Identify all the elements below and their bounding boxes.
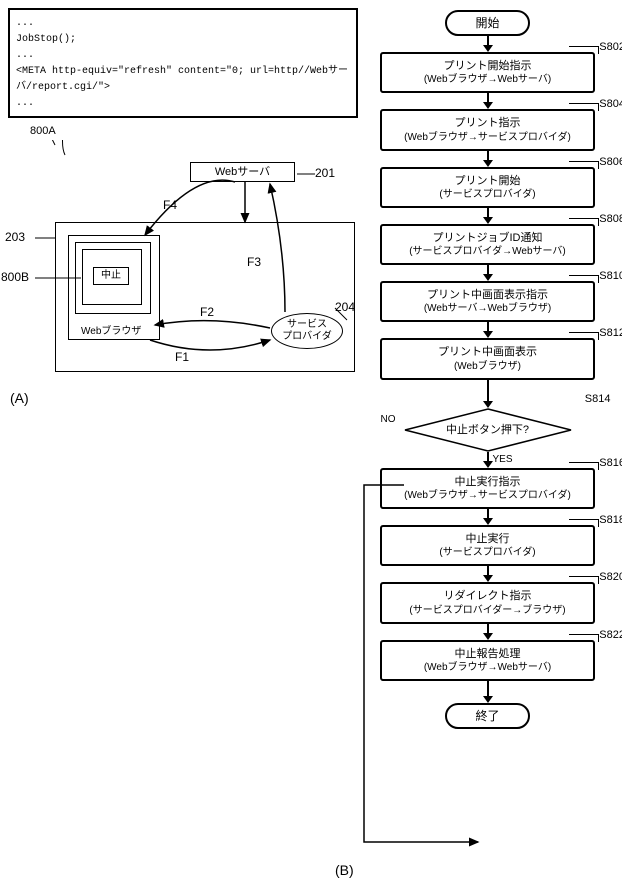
flow-step: S810 プリント中画面表示指示 (Webサーバ→Webブラウザ)	[380, 281, 595, 322]
browser-label: Webブラウザ	[81, 322, 141, 337]
flow-step: S812 プリント中画面表示 (Webブラウザ)	[380, 338, 595, 379]
flow-f3: F3	[247, 255, 261, 269]
code-line: JobStop();	[16, 32, 350, 48]
flow-step: S820 リダイレクト指示 (サービスプロバイダー→ブラウザ)	[380, 582, 595, 623]
flow-f1: F1	[175, 350, 189, 364]
step-title: 中止報告処理	[386, 647, 589, 661]
step-sub: (Webブラウザ→サービスプロバイダ)	[386, 131, 589, 144]
flow-f2: F2	[200, 305, 214, 319]
stop-button[interactable]: 中止	[93, 267, 129, 285]
step-id: S818	[599, 513, 622, 527]
flow-step: S802 プリント開始指示 (Webブラウザ→Webサーバ)	[380, 52, 595, 93]
web-server-box: Webサーバ	[190, 162, 295, 182]
step-title: 中止実行指示	[386, 475, 589, 489]
flow-f4: F4	[163, 198, 177, 212]
web-server-label: Webサーバ	[215, 166, 270, 178]
step-id: S806	[599, 155, 622, 169]
code-line: ...	[16, 96, 350, 112]
step-id: S820	[599, 570, 622, 584]
step-sub: (Webサーバ→Webブラウザ)	[386, 302, 589, 315]
step-sub: (サービスプロバイダ)	[386, 188, 589, 201]
step-id: S812	[599, 326, 622, 340]
stop-button-label: 中止	[101, 270, 121, 281]
step-title: リダイレクト指示	[386, 589, 589, 603]
step-title: プリント指示	[386, 116, 589, 130]
code-line: ...	[16, 48, 350, 64]
step-sub: (サービスプロバイダ)	[386, 546, 589, 559]
step-title: プリントジョブID通知	[386, 231, 589, 245]
code-line: <META http-equiv="refresh" content="0; u…	[16, 64, 350, 96]
browser-inner2: 中止	[82, 249, 142, 305]
decision-id: S814	[585, 393, 611, 405]
decision-yes: YES	[493, 454, 513, 465]
step-title: プリント中画面表示指示	[386, 288, 589, 302]
flow-start: 開始	[445, 10, 530, 36]
browser-box: 中止 Webブラウザ	[68, 235, 160, 340]
step-sub: (Webブラウザ)	[386, 360, 589, 373]
step-id: S810	[599, 269, 622, 283]
section-a-label: (A)	[10, 390, 29, 406]
step-id: S804	[599, 97, 622, 111]
step-sub: (Webブラウザ→サービスプロバイダ)	[386, 489, 589, 502]
step-title: プリント開始	[386, 174, 589, 188]
flow-step: S808 プリントジョブID通知 (サービスプロバイダ→Webサーバ)	[380, 224, 595, 265]
web-server-ref: 201	[315, 166, 335, 180]
outer-ref: 203	[5, 230, 25, 244]
flow-step: S816 中止実行指示 (Webブラウザ→サービスプロバイダ)	[380, 468, 595, 509]
step-sub: (サービスプロバイダ→Webサーバ)	[386, 245, 589, 258]
browser-inner: 中止	[75, 242, 151, 314]
code-ref-label: 800A	[30, 125, 56, 137]
step-id: S808	[599, 212, 622, 226]
step-title: 中止実行	[386, 532, 589, 546]
stop-ref: 800B	[1, 270, 29, 284]
flow-decision: 中止ボタン押下? S814 YES NO	[403, 408, 573, 452]
step-sub: (サービスプロバイダー→ブラウザ)	[386, 604, 589, 617]
code-line: ...	[16, 16, 350, 32]
sp-label-line2: プロバイダ	[282, 331, 332, 342]
device-outer-box: 中止 Webブラウザ サービス プロバイダ	[55, 222, 355, 372]
diagram-a: Webサーバ 201 中止 Webブラウザ サービス プロバイダ 203 800…	[35, 140, 375, 400]
step-sub: (Webブラウザ→Webサーバ)	[386, 661, 589, 674]
flow-step: S822 中止報告処理 (Webブラウザ→Webサーバ)	[380, 640, 595, 681]
step-title: プリント開始指示	[386, 59, 589, 73]
step-id: S822	[599, 628, 622, 642]
step-id: S816	[599, 456, 622, 470]
flow-step: S806 プリント開始 (サービスプロバイダ)	[380, 167, 595, 208]
decision-no: NO	[381, 414, 396, 425]
code-snippet-box: ... JobStop(); ... <META http-equiv="ref…	[8, 8, 358, 118]
flow-step: S818 中止実行 (サービスプロバイダ)	[380, 525, 595, 566]
step-sub: (Webブラウザ→Webサーバ)	[386, 73, 589, 86]
flow-end: 終了	[445, 703, 530, 729]
section-b-label: (B)	[335, 862, 354, 878]
sp-ref: 204	[335, 300, 355, 314]
sp-label-line1: サービス	[287, 319, 327, 330]
flow-step: S804 プリント指示 (Webブラウザ→サービスプロバイダ)	[380, 109, 595, 150]
step-title: プリント中画面表示	[386, 345, 589, 359]
flowchart-b: 開始 S802 プリント開始指示 (Webブラウザ→Webサーバ) S804 プ…	[360, 10, 615, 729]
decision-text: 中止ボタン押下?	[403, 408, 573, 452]
step-id: S802	[599, 40, 622, 54]
service-provider-oval: サービス プロバイダ	[271, 313, 343, 349]
